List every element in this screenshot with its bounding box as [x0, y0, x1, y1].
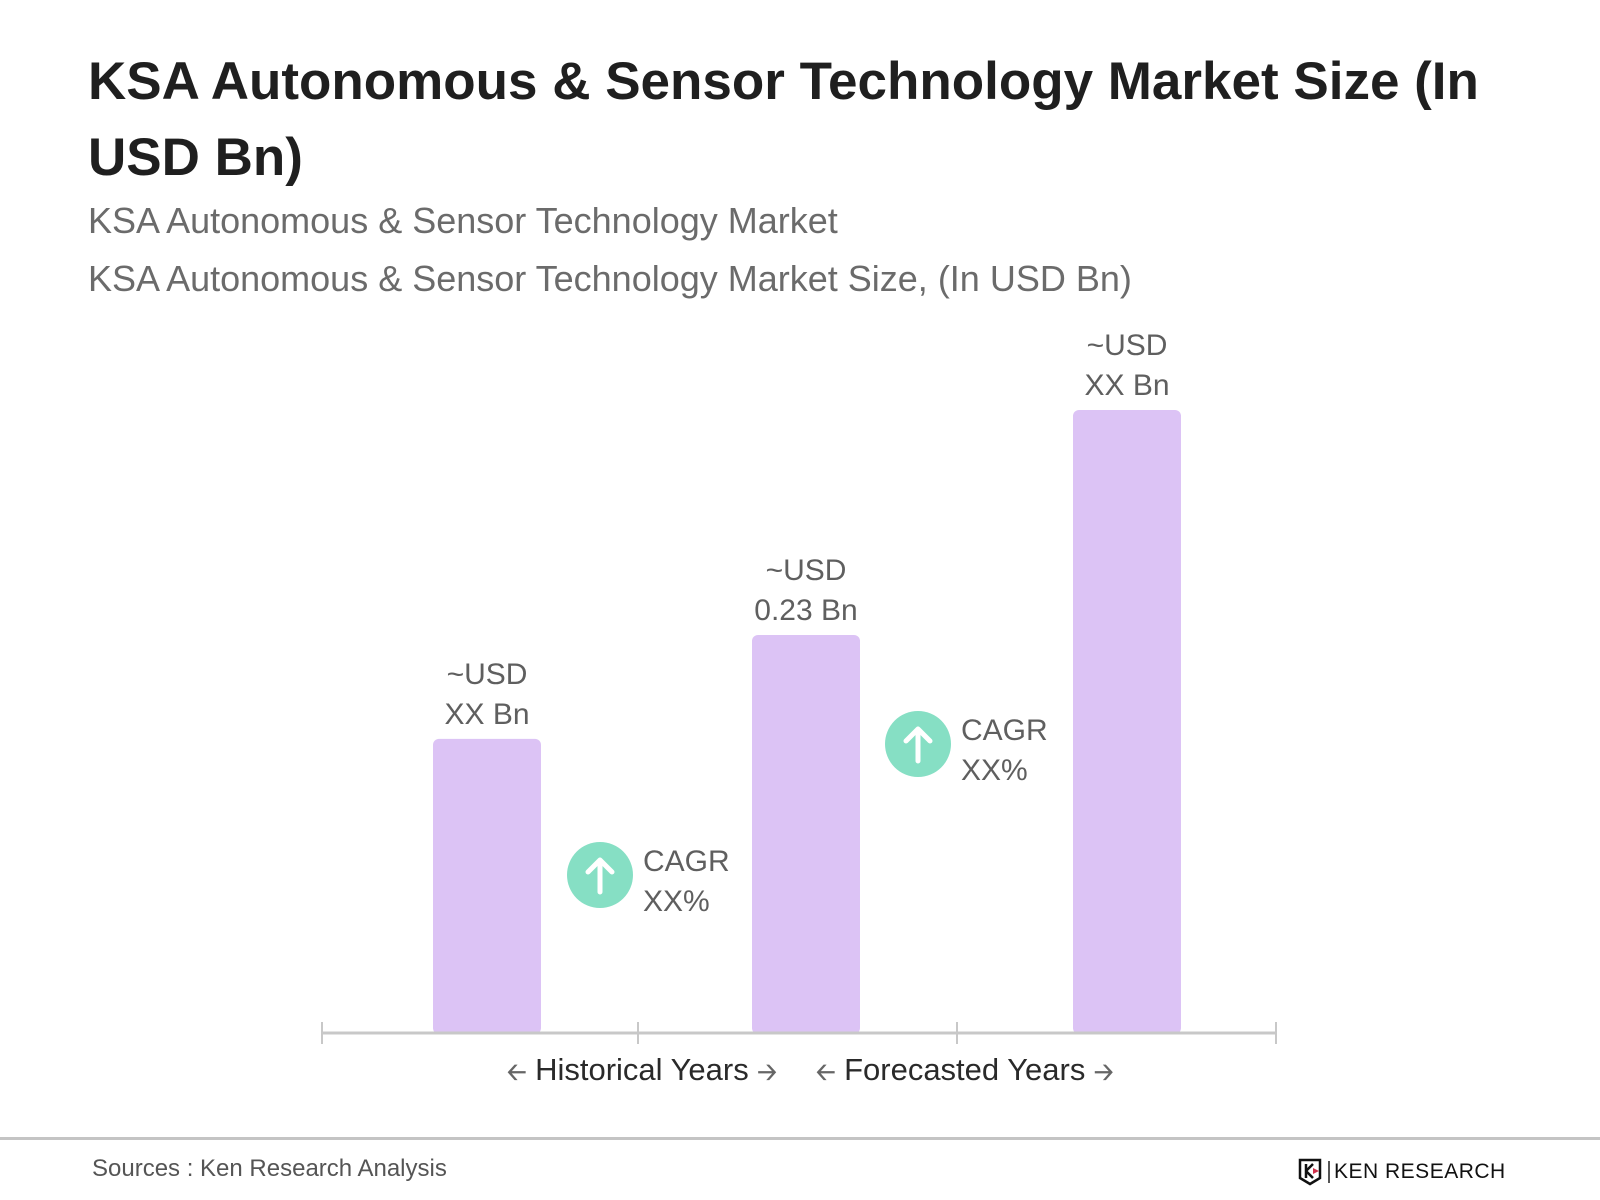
- page-title: KSA Autonomous & Sensor Technology Marke…: [88, 52, 1479, 187]
- bar-data-label: ~USD: [766, 554, 847, 587]
- arrow-right-icon: 🡢: [1093, 1059, 1114, 1086]
- legend-forecasted: 🡠 Forecasted Years 🡢: [816, 1052, 1113, 1096]
- logo-text: KEN RESEARCH: [1334, 1160, 1506, 1183]
- cagr-value: XX%: [643, 885, 710, 918]
- cagr-label: CAGR: [961, 714, 1048, 747]
- source-note: Sources : Ken Research Analysis: [92, 1155, 447, 1182]
- bar-data-label: ~USD: [447, 658, 528, 691]
- bar-data-label: ~USD: [1087, 329, 1168, 362]
- arrow-up-icon: [585, 857, 615, 895]
- bar: [433, 738, 541, 1034]
- arrow-up-icon: [903, 726, 933, 764]
- ken-logo-icon: [1298, 1158, 1322, 1186]
- bar-data-label: XX Bn: [1084, 369, 1169, 402]
- legend-historical: 🡠 Historical Years 🡢: [507, 1052, 777, 1096]
- footer-divider: [0, 1137, 1600, 1140]
- bar: [752, 635, 860, 1034]
- bar-data-label: XX Bn: [444, 698, 529, 731]
- ken-research-logo: KEN RESEARCH: [1298, 1158, 1506, 1186]
- cagr-value: XX%: [961, 754, 1028, 787]
- bar: [1073, 410, 1181, 1035]
- arrow-left-icon: 🡠: [816, 1059, 836, 1086]
- cagr-label: CAGR: [643, 845, 730, 878]
- arrow-right-icon: 🡢: [757, 1059, 777, 1086]
- chart-subtitle-2: KSA Autonomous & Sensor Technology Marke…: [88, 258, 1132, 299]
- legend-historical-label: Historical Years: [535, 1052, 749, 1087]
- chart-subtitle: KSA Autonomous & Sensor Technology Marke…: [88, 200, 838, 241]
- bar-data-label: 0.23 Bn: [754, 594, 857, 627]
- arrow-left-icon: 🡠: [507, 1059, 527, 1086]
- legend-forecasted-label: Forecasted Years: [844, 1052, 1086, 1087]
